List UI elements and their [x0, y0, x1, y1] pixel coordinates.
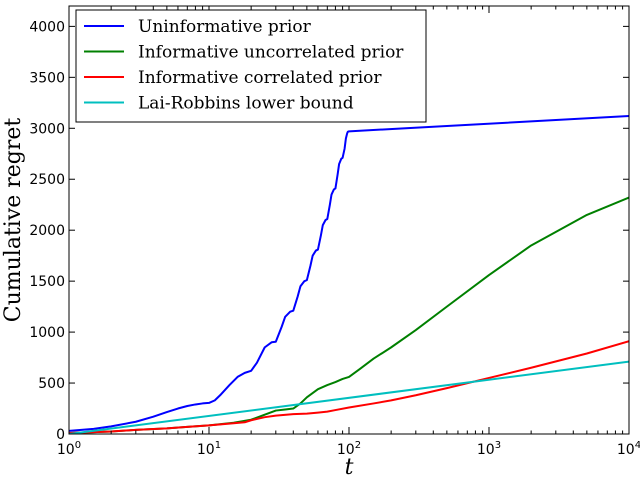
ticks-layer: 0 500 1000 1500 2000 2500 3000 3500 4000 100 101 10… — [29, 6, 640, 458]
y-tick-label: 2500 — [29, 172, 65, 188]
series-line-3 — [69, 340, 629, 434]
legend-label: Informative correlated prior — [138, 68, 382, 88]
x-tick-label: 104 — [617, 440, 640, 458]
series-line-4 — [69, 360, 629, 434]
y-tick-label: 1500 — [29, 274, 65, 290]
legend-label: Uninformative prior — [138, 17, 312, 37]
x-tick-label: 103 — [477, 440, 501, 458]
legend-label: Lai-Robbins lower bound — [138, 94, 354, 114]
y-axis-label: Cumulative regret — [1, 118, 26, 323]
y-tick-label: 2000 — [29, 223, 65, 239]
x-tick-label: 100 — [57, 440, 81, 458]
legend-label: Informative uncorrelated prior — [138, 43, 404, 63]
y-tick-label: 3500 — [29, 70, 65, 86]
y-tick-label: 3000 — [29, 121, 65, 137]
series-line-1 — [69, 115, 629, 432]
legend: Uninformative prior Informative uncorrela… — [75, 9, 427, 123]
legend-box — [75, 9, 427, 123]
y-tick-label: 0 — [56, 427, 65, 443]
x-axis-label: t — [345, 455, 354, 480]
y-tick-label: 500 — [38, 376, 65, 392]
x-tick-label: 101 — [197, 440, 221, 458]
series-layer — [69, 115, 629, 434]
x-tick-label: 102 — [337, 440, 361, 458]
y-tick-label: 4000 — [29, 19, 65, 35]
y-tick-label: 1000 — [29, 325, 65, 341]
